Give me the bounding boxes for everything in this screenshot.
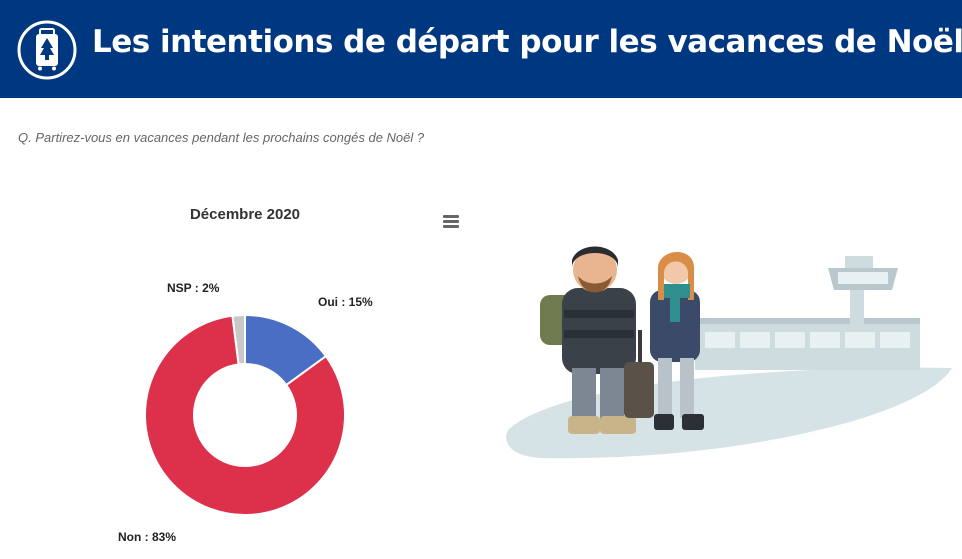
travelers-at-airport-illustration: [506, 246, 952, 459]
donut-chart: Oui : 15% Non : 83% NSP : 2%: [118, 281, 373, 544]
hamburger-menu-icon: [443, 215, 459, 218]
data-label-non: Non : 83%: [118, 530, 176, 544]
chart-menu-button[interactable]: [440, 212, 462, 232]
header-banner: Les intentions de départ pour les vacanc…: [0, 0, 962, 98]
data-label-nsp: NSP : 2%: [167, 281, 220, 295]
donut-slice-nsp[interactable]: [231, 313, 246, 366]
chart-title: Décembre 2020: [189, 206, 301, 223]
data-label-oui: Oui : 15%: [318, 295, 373, 309]
donut-slice-non[interactable]: [144, 314, 346, 516]
hamburger-menu-icon: [443, 225, 459, 228]
suitcase-tree-icon: [17, 20, 77, 80]
survey-question: Q. Partirez-vous en vacances pendant les…: [18, 130, 425, 145]
hamburger-menu-icon: [443, 220, 459, 223]
page-title: Les intentions de départ pour les vacanc…: [92, 24, 962, 60]
